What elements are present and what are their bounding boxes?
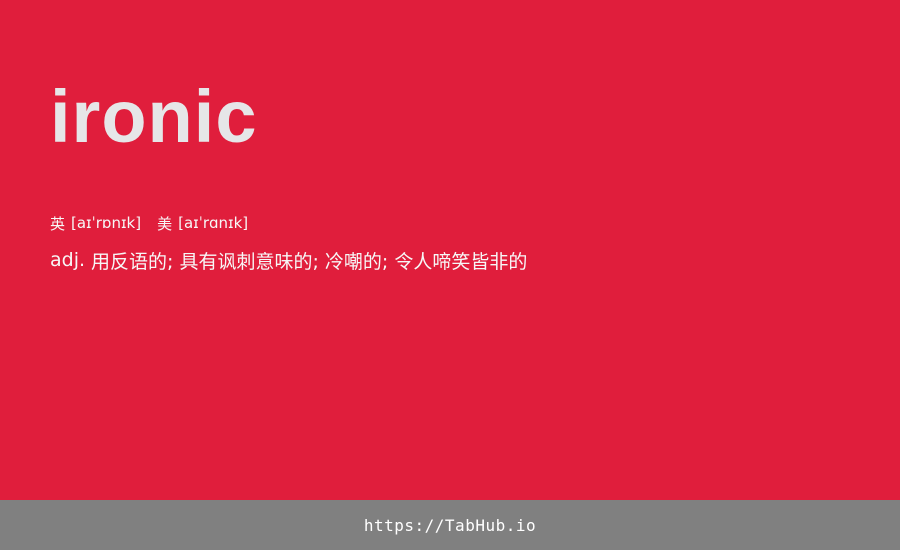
- phonetic-us-ipa: [aɪˈrɑnɪk]: [178, 214, 249, 232]
- footer-bar: https://TabHub.io: [0, 500, 900, 550]
- definition: adj. 用反语的; 具有讽刺意味的; 冷嘲的; 令人啼笑皆非的: [50, 246, 527, 274]
- phonetic-uk-ipa: [aɪˈrɒnɪk]: [71, 214, 142, 232]
- word-card: ironic 英 [aɪˈrɒnɪk] 美 [aɪˈrɑnɪk] adj. 用反…: [50, 75, 528, 274]
- part-of-speech: adj.: [50, 249, 86, 271]
- headword: ironic: [50, 75, 258, 158]
- phonetic-uk: 英 [aɪˈrɒnɪk]: [50, 213, 141, 234]
- definition-text: 用反语的; 具有讽刺意味的; 冷嘲的; 令人啼笑皆非的: [91, 250, 528, 273]
- phonetic-us: 美 [aɪˈrɑnɪk]: [157, 213, 248, 234]
- phonetics-row: 英 [aɪˈrɒnɪk] 美 [aɪˈrɑnɪk]: [50, 212, 248, 234]
- footer-url: https://TabHub.io: [363, 515, 537, 535]
- phonetic-us-region: 美: [157, 214, 173, 233]
- phonetic-uk-region: 英: [50, 214, 66, 233]
